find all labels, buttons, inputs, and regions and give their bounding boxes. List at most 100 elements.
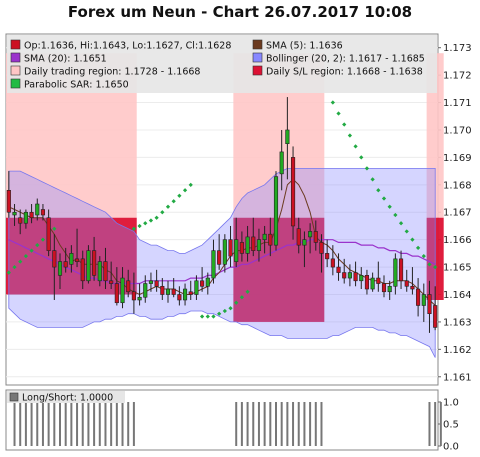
sar-point [404, 229, 409, 234]
y-tick-label: 1.163 [443, 317, 472, 328]
long-short-bar [104, 402, 107, 446]
candle-body [273, 176, 279, 246]
long-short-bar [87, 402, 90, 446]
sar-point [370, 177, 375, 182]
long-short-bar [428, 402, 431, 446]
sar-point [387, 204, 392, 209]
legend-entry: Op:1.1636, Hi:1.1643, Lo:1.1627, Cl:1.16… [24, 41, 231, 52]
long-short-bar [297, 402, 300, 446]
sar-point [154, 215, 159, 220]
candle-body [256, 239, 262, 251]
sar-point [40, 237, 46, 242]
candle-body [40, 209, 46, 216]
y-tick-label: 1.173 [443, 43, 472, 54]
legend-swatch [10, 65, 21, 76]
sar-point [35, 243, 40, 248]
sar-point [148, 218, 154, 223]
candle-body [63, 261, 68, 268]
candle-body [109, 280, 114, 284]
candle-body [211, 250, 216, 279]
candle-body [103, 261, 108, 282]
long-short-bar [121, 402, 124, 446]
long-short-bar [59, 402, 61, 446]
daily-trading-region [426, 53, 444, 218]
candle-body [23, 211, 28, 224]
legend-swatch [10, 52, 21, 63]
legend-swatch [10, 39, 21, 50]
candle-body [222, 239, 227, 265]
y-tick-label: 1.165 [443, 263, 472, 274]
sar-point [239, 295, 245, 300]
sar-point [160, 210, 165, 215]
candle-body [353, 272, 358, 282]
candle-body [285, 129, 290, 144]
candle-body [319, 242, 324, 254]
legend-entry: Bollinger (20, 2): 1.1617 - 1.1685 [266, 54, 425, 65]
candle-body [143, 283, 148, 298]
candle-body [370, 277, 375, 290]
sar-point [211, 314, 216, 319]
candle-body [97, 261, 102, 282]
sar-point [421, 253, 426, 259]
sar-point [222, 308, 227, 314]
sar-point [199, 314, 205, 319]
candle-body [313, 231, 318, 243]
long-short-bar [93, 402, 96, 446]
candle-body [410, 285, 415, 290]
indicator-tick-label: 0.5 [443, 420, 459, 431]
candle-body [200, 280, 205, 287]
candle-body [421, 294, 426, 306]
candle-body [398, 258, 404, 282]
sar-point [433, 264, 438, 270]
candle-body [433, 305, 438, 328]
long-short-bar [252, 402, 255, 446]
long-short-bar [303, 402, 306, 446]
sar-point [381, 196, 387, 201]
sar-point [131, 226, 137, 231]
sar-point [182, 188, 188, 193]
candle-body [302, 239, 307, 246]
candle-body [245, 236, 250, 254]
candle-body [279, 151, 284, 175]
candle-body [46, 217, 51, 251]
legend-entry: SMA (5): 1.1636 [266, 41, 343, 52]
sar-point [427, 262, 432, 267]
long-short-bar [41, 402, 44, 446]
candle-body [387, 285, 392, 293]
legend-swatch [252, 39, 263, 50]
indicator-legend-box [7, 391, 125, 403]
sar-point [217, 311, 222, 316]
sar-point [353, 144, 358, 149]
candle-body [57, 261, 63, 276]
candle-body [52, 250, 57, 268]
candle-body [336, 266, 341, 273]
long-short-bar [286, 402, 289, 446]
long-short-bar [110, 402, 113, 446]
candle-body [12, 211, 17, 216]
candle-body [131, 291, 136, 301]
candle-body [92, 250, 97, 276]
sar-point [228, 306, 233, 311]
long-short-bar [309, 402, 312, 446]
candle-body [217, 250, 222, 265]
candle-body [29, 211, 34, 219]
candle-body [205, 277, 210, 287]
candle-body [325, 253, 330, 260]
sar-point [245, 289, 250, 294]
indicator-legend-label: Long/Short: 1.0000 [22, 393, 113, 404]
long-short-bar [439, 402, 442, 446]
indicator-tick-label: 0.0 [443, 442, 459, 453]
y-tick-label: 1.164 [443, 290, 472, 301]
legend-swatch [252, 52, 263, 63]
candle-body [86, 250, 91, 282]
y-tick-label: 1.169 [443, 153, 472, 164]
long-short-bar [240, 402, 243, 446]
long-short-bar [98, 402, 101, 446]
long-short-bar [70, 402, 73, 446]
candle-body [126, 280, 131, 293]
sar-point [393, 212, 398, 218]
candle-body [194, 280, 199, 295]
long-short-bar [36, 402, 39, 446]
y-tick-label: 1.161 [443, 372, 472, 383]
